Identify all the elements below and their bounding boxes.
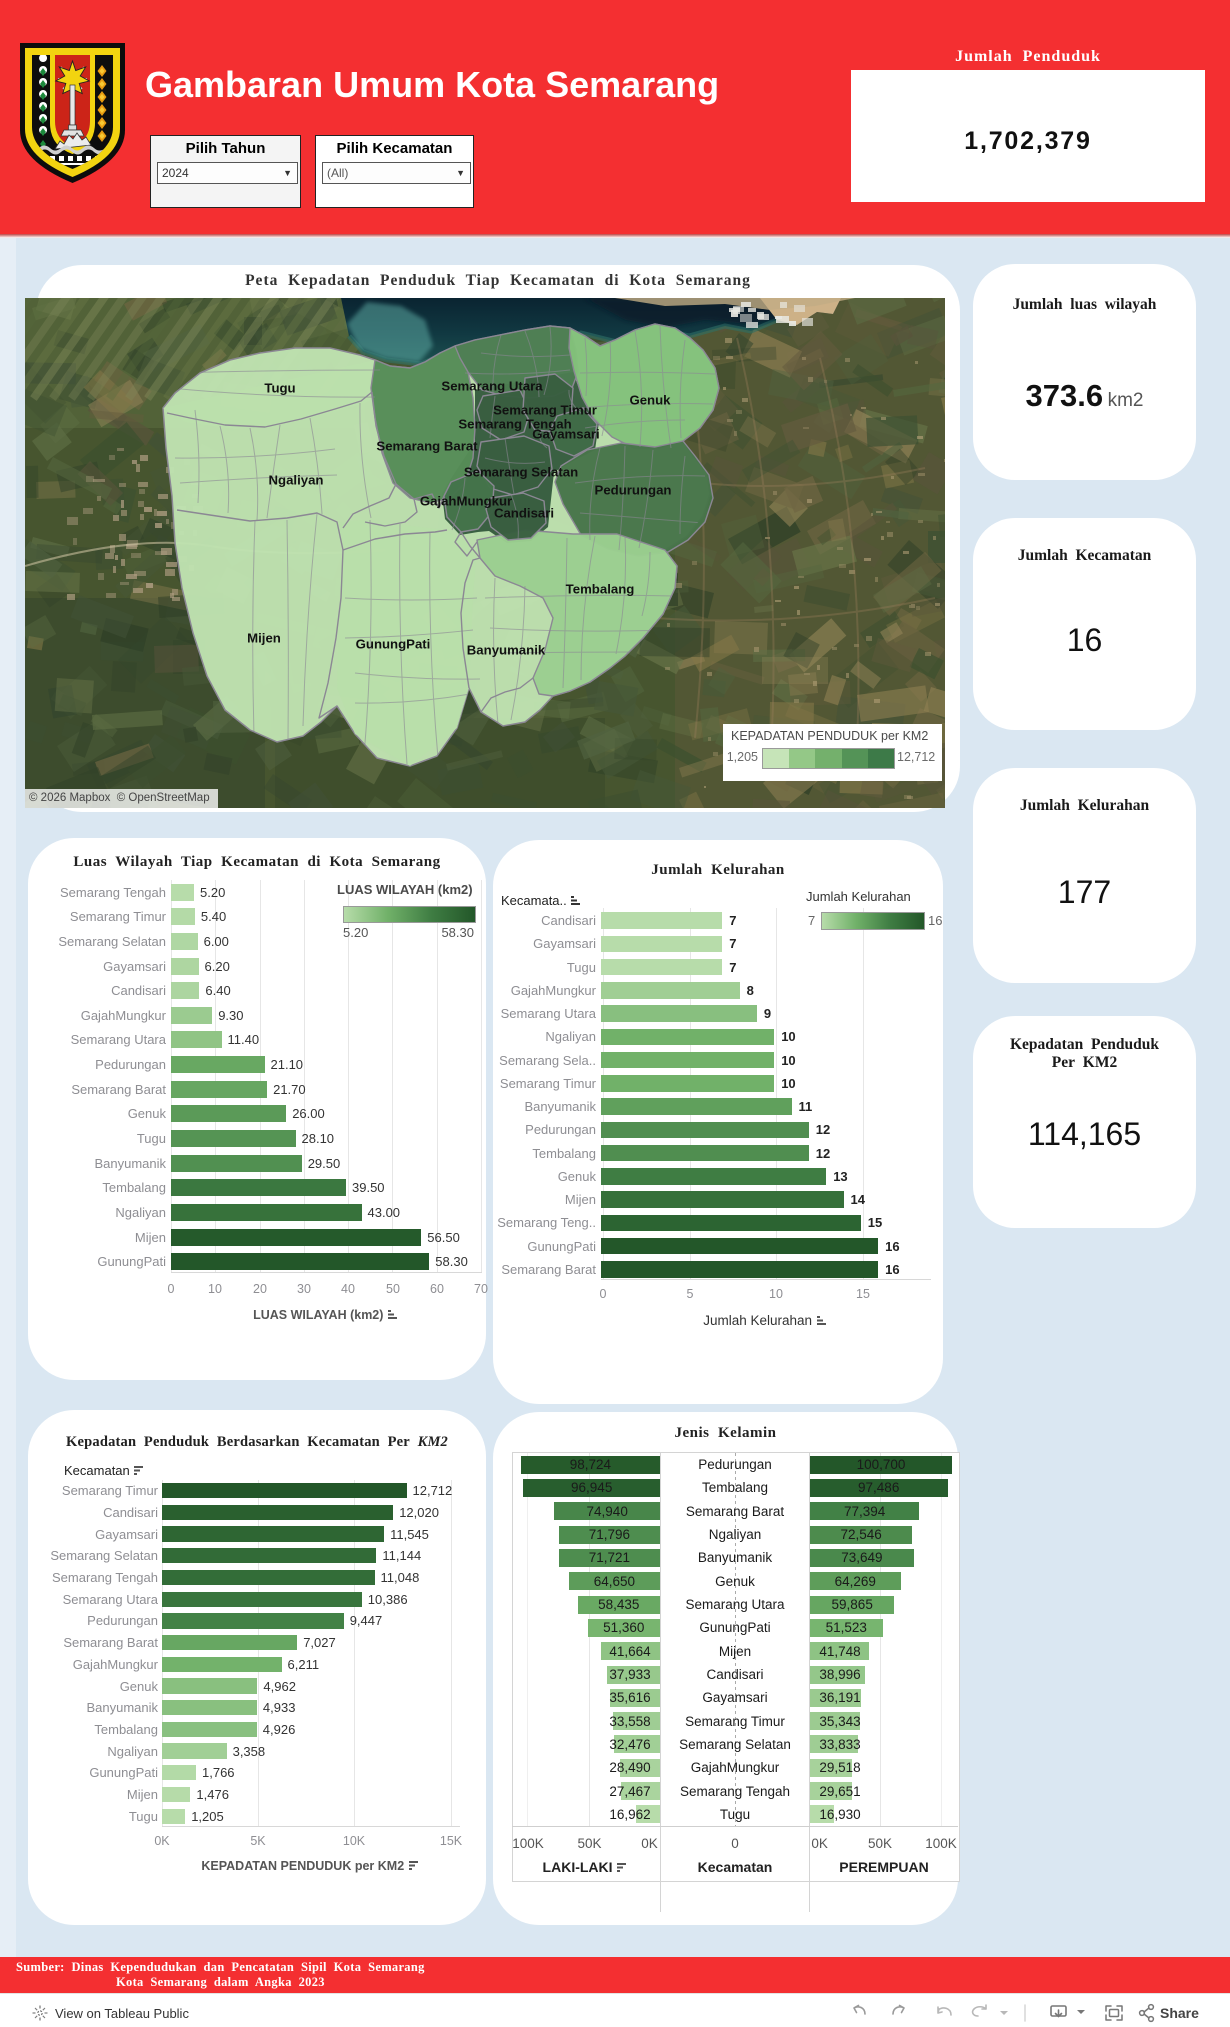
- svg-text:Gayamsari: Gayamsari: [532, 427, 599, 442]
- svg-text:Semarang Selatan: Semarang Selatan: [464, 465, 578, 480]
- svg-text:Pedurungan: Pedurungan: [595, 483, 672, 498]
- svg-text:Banyumanik: Banyumanik: [467, 643, 546, 658]
- svg-text:Candisari: Candisari: [494, 506, 554, 521]
- svg-text:Semarang Tengah: Semarang Tengah: [458, 417, 571, 432]
- svg-text:GunungPati: GunungPati: [356, 637, 431, 652]
- svg-text:Semarang Timur: Semarang Timur: [493, 403, 597, 418]
- svg-text:Tembalang: Tembalang: [566, 582, 635, 597]
- svg-text:Semarang Barat: Semarang Barat: [376, 439, 478, 454]
- svg-text:Mijen: Mijen: [247, 631, 281, 646]
- svg-text:Ngaliyan: Ngaliyan: [269, 473, 324, 488]
- svg-text:Genuk: Genuk: [629, 393, 671, 408]
- svg-text:GajahMungkur: GajahMungkur: [420, 494, 512, 509]
- svg-text:Semarang Utara: Semarang Utara: [441, 379, 543, 394]
- svg-text:Tugu: Tugu: [264, 381, 295, 396]
